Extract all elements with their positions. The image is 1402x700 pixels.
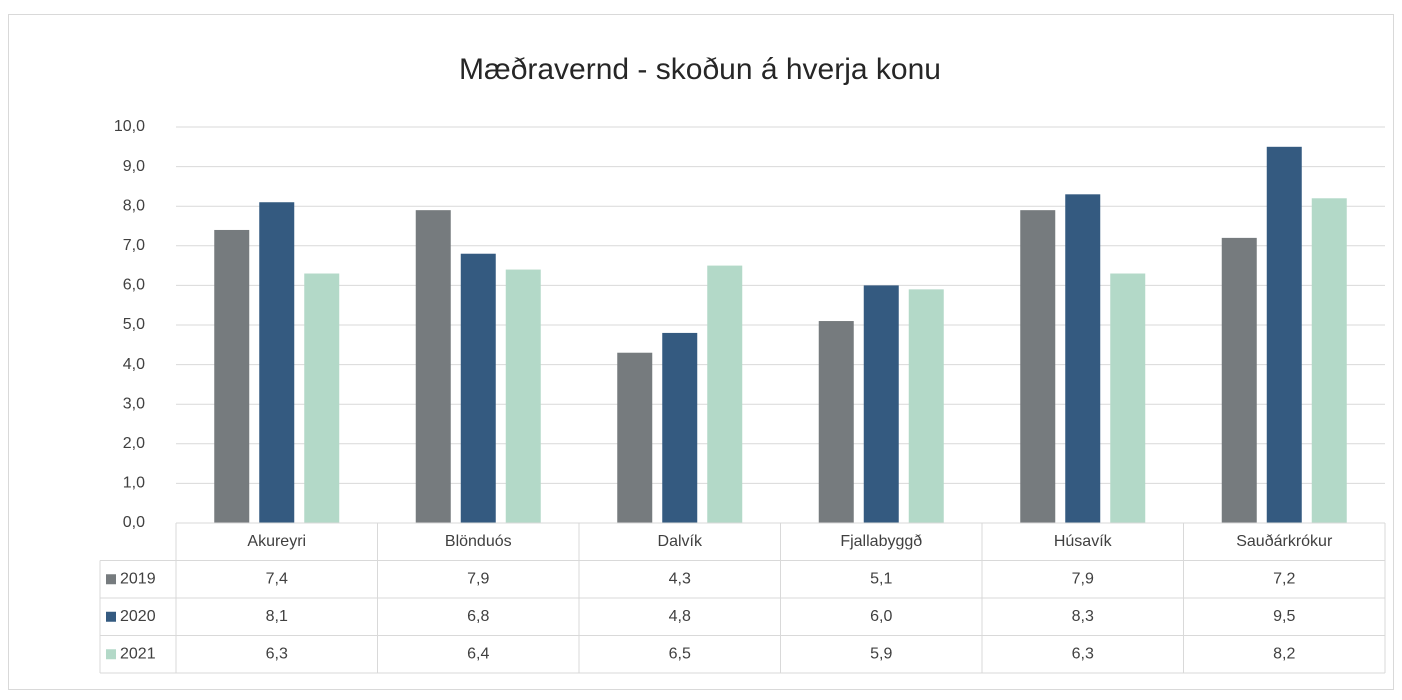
table-value: 5,9 [870, 645, 892, 662]
x-tick-label: Akureyri [247, 533, 306, 550]
table-value: 6,8 [467, 608, 489, 625]
table-value: 5,1 [870, 570, 892, 587]
chart-title: Mæðravernd - skoðun á hverja konu [459, 53, 941, 86]
legend-label: 2019 [120, 570, 156, 587]
bar [617, 352, 653, 523]
bar [304, 273, 340, 523]
bar [1266, 146, 1302, 524]
bar [1020, 210, 1056, 523]
y-tick-label: 7,0 [123, 237, 145, 254]
y-tick-label: 8,0 [123, 197, 145, 214]
x-tick-label: Fjallabyggð [840, 533, 922, 550]
bar [460, 253, 496, 523]
table-value: 8,2 [1273, 645, 1295, 662]
x-tick-label: Sauðárkrókur [1236, 533, 1333, 550]
y-tick-label: 3,0 [123, 395, 145, 412]
table-value: 6,3 [1072, 645, 1094, 662]
bar [214, 229, 250, 523]
table-value: 7,4 [266, 570, 288, 587]
legend-label: 2021 [120, 645, 156, 662]
x-tick-label: Blönduós [445, 533, 512, 550]
bar [1110, 273, 1146, 523]
bar [505, 269, 541, 523]
table-value: 6,5 [669, 645, 691, 662]
table-value: 6,4 [467, 645, 489, 662]
y-tick-label: 1,0 [123, 475, 145, 492]
legend-swatch [106, 574, 116, 585]
table-value: 7,2 [1273, 570, 1295, 587]
bar [863, 285, 899, 523]
bar [1221, 237, 1257, 523]
bar [1065, 194, 1101, 523]
y-tick-label: 2,0 [123, 435, 145, 452]
y-tick-label: 10,0 [114, 118, 145, 135]
y-tick-label: 0,0 [123, 514, 145, 531]
table-value: 6,0 [870, 608, 892, 625]
bar [707, 265, 743, 523]
x-tick-label: Húsavík [1054, 533, 1113, 550]
y-tick-label: 5,0 [123, 316, 145, 333]
table-value: 7,9 [1072, 570, 1094, 587]
bar [415, 210, 451, 523]
bar [662, 332, 698, 523]
table-value: 4,3 [669, 570, 691, 587]
table-value: 8,3 [1072, 608, 1094, 625]
table-value: 7,9 [467, 570, 489, 587]
legend-label: 2020 [120, 608, 156, 625]
table-value: 4,8 [669, 608, 691, 625]
legend-swatch [106, 649, 116, 660]
bar [818, 321, 854, 523]
table-value: 8,1 [266, 608, 288, 625]
bar [1311, 198, 1347, 523]
y-tick-label: 4,0 [123, 356, 145, 373]
legend-swatch [106, 611, 116, 622]
bar [908, 289, 944, 523]
y-tick-label: 6,0 [123, 277, 145, 294]
bar [259, 202, 295, 524]
table-value: 6,3 [266, 645, 288, 662]
x-tick-label: Dalvík [658, 533, 703, 550]
table-value: 9,5 [1273, 608, 1295, 625]
y-tick-label: 9,0 [123, 158, 145, 175]
